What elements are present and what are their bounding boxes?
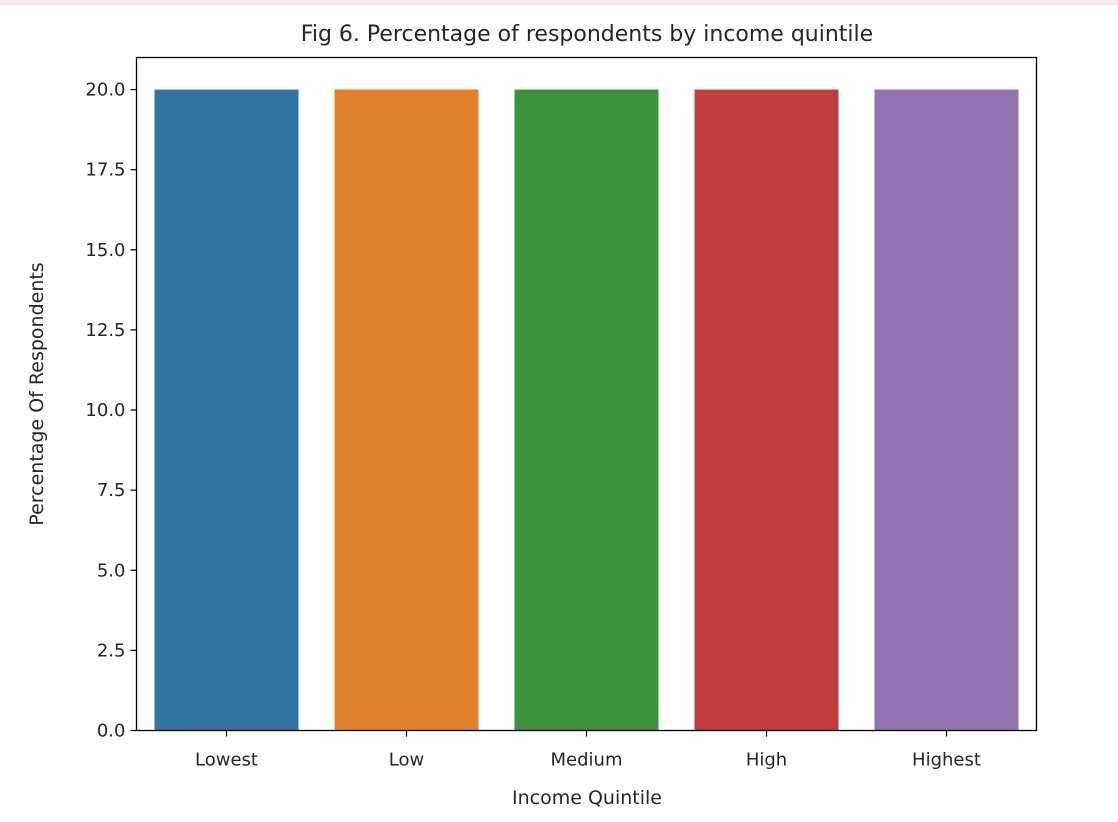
x-tick-label: Low: [389, 750, 424, 771]
y-tick-label: 5.0: [97, 560, 126, 581]
bar-highest: [874, 89, 1019, 731]
bar-low: [334, 89, 479, 731]
y-tick-label: 2.5: [97, 640, 126, 661]
x-tick-label: Lowest: [195, 750, 258, 771]
bar-high: [694, 89, 839, 731]
x-tick-label: High: [746, 750, 787, 771]
y-axis-ticks: 0.0 2.5 5.0 7.5 10.0 12.5 15.0 17.5 20.0: [85, 80, 137, 742]
y-tick-label: 20.0: [85, 80, 125, 101]
y-tick-label: 7.5: [97, 480, 126, 501]
plot-frame: [135, 56, 1038, 732]
y-axis-label: Percentage Of Respondents: [26, 262, 48, 525]
y-tick-label: 10.0: [85, 400, 125, 421]
y-tick-label: 12.5: [85, 320, 125, 341]
y-tick-label: 17.5: [85, 160, 125, 181]
x-axis-ticks: Lowest Low Medium High Highest: [195, 730, 981, 771]
x-tick-label: Highest: [912, 750, 981, 771]
bar-medium: [514, 89, 659, 731]
y-tick-label: 0.0: [97, 721, 126, 742]
y-tick-label: 15.0: [85, 240, 125, 261]
top-strip: [0, 0, 1118, 5]
bar-lowest: [154, 89, 299, 731]
x-tick-label: Medium: [551, 750, 623, 771]
bars-group: [154, 89, 1019, 731]
chart-title: Fig 6. Percentage of respondents by inco…: [301, 22, 873, 47]
x-axis-label: Income Quintile: [512, 787, 662, 809]
